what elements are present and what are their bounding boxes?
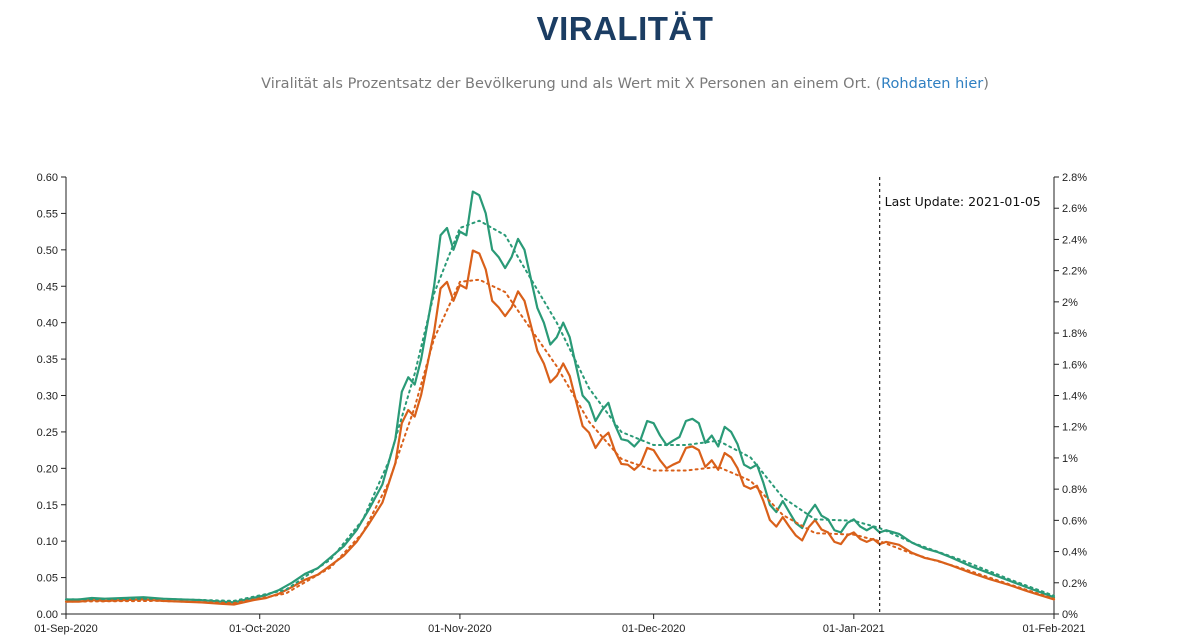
y-left-tick: 0.20	[37, 463, 66, 475]
y-right-tick-label: 0.6%	[1062, 515, 1087, 527]
series-line-orange_trend	[65, 278, 1055, 605]
y-right-tick: 2.2%	[1054, 266, 1087, 278]
x-axis: 01-Sep-2020 01-Oct-2020 01-Nov-2020 01-Dec-…	[34, 613, 1086, 635]
series-line-orange_raw	[64, 249, 1056, 606]
y-right-tick: 0.6%	[1054, 515, 1087, 527]
y-left-tick: 0.30	[37, 391, 66, 403]
y-right-tick-label: 0.2%	[1062, 578, 1087, 590]
y-left-tick-label: 0.30	[37, 391, 58, 403]
y-right-tick-label: 0%	[1062, 609, 1078, 621]
last-update-marker: Last Update: 2021-01-05	[879, 177, 1041, 614]
y-left-tick-label: 0.45	[37, 281, 58, 293]
y-right-tick-label: 2.8%	[1062, 172, 1087, 184]
y-left-tick-label: 0.10	[37, 536, 58, 548]
y-right-tick: 0.8%	[1054, 484, 1087, 496]
y-right-tick-label: 1.8%	[1062, 328, 1087, 340]
y-right-tick: 1.2%	[1054, 422, 1087, 434]
y-left-tick: 0.55	[37, 208, 66, 220]
y-right-tick-label: 2.4%	[1062, 234, 1087, 246]
y-left-tick: 0.45	[37, 281, 66, 293]
y-right-tick: 1.6%	[1054, 359, 1087, 371]
y-axis-right: 0% 0.2% 0.4% 0.6% 0.8% 1% 1.2% 1.4% 1.6% 1.8% 2% 2.…	[1053, 172, 1087, 621]
y-left-tick: 0.40	[37, 318, 66, 330]
y-right-tick-label: 1%	[1062, 453, 1078, 465]
y-left-tick: 0.10	[37, 536, 66, 548]
x-tick: 01-Feb-2021	[1023, 614, 1086, 635]
y-right-tick: 2.4%	[1054, 234, 1087, 246]
y-right-tick: 1%	[1054, 453, 1078, 465]
y-left-tick: 0.05	[37, 573, 66, 585]
y-right-tick: 2.8%	[1054, 172, 1087, 184]
y-left-tick-label: 0.55	[37, 208, 58, 220]
y-left-tick-label: 0.15	[37, 500, 58, 512]
y-left-tick-label: 0.60	[37, 172, 58, 184]
x-tick-label: 01-Dec-2020	[622, 623, 686, 635]
x-tick-label: 01-Jan-2021	[823, 623, 885, 635]
y-right-tick-label: 1.4%	[1062, 391, 1087, 403]
x-tick: 01-Dec-2020	[622, 614, 686, 635]
y-left-tick: 0.25	[37, 427, 66, 439]
y-right-tick-label: 0.8%	[1062, 484, 1087, 496]
y-axis-left: 0.00 0.05 0.10 0.15 0.20 0.25 0.30 0.35 0.40 0.45…	[37, 172, 67, 621]
y-left-tick-label: 0.50	[37, 245, 58, 257]
y-right-tick: 0%	[1054, 609, 1078, 621]
y-left-tick-label: 0.35	[37, 354, 58, 366]
y-right-tick: 1.4%	[1054, 391, 1087, 403]
y-right-tick-label: 2%	[1062, 297, 1078, 309]
page-subtitle: Viralität als Prozentsatz der Bevölkerun…	[0, 76, 1200, 92]
x-tick: 01-Sep-2020	[34, 614, 98, 635]
y-right-tick: 0.4%	[1054, 547, 1087, 559]
y-right-tick: 2.6%	[1054, 203, 1087, 215]
y-right-tick: 1.8%	[1054, 328, 1087, 340]
page-title: VIRALITÄT	[536, 10, 714, 47]
raw-data-link[interactable]: Rohdaten hier	[881, 76, 984, 92]
y-left-tick-label: 0.40	[37, 318, 58, 330]
y-left-tick-label: 0.00	[37, 609, 58, 621]
x-tick: 01-Oct-2020	[229, 614, 290, 635]
y-right-tick: 2%	[1054, 297, 1078, 309]
series-line-green_trend	[65, 219, 1055, 602]
y-right-tick-label: 2.2%	[1062, 266, 1087, 278]
y-right-tick-label: 2.6%	[1062, 203, 1087, 215]
x-tick-label: 01-Nov-2020	[428, 623, 492, 635]
y-left-tick: 0.15	[37, 500, 66, 512]
y-left-tick: 0.00	[37, 609, 66, 621]
x-tick-label: 01-Oct-2020	[229, 623, 290, 635]
y-right-tick-label: 0.4%	[1062, 547, 1087, 559]
subtitle-text: Viralität als Prozentsatz der Bevölkerun…	[261, 76, 882, 92]
last-update-label: Last Update: 2021-01-05	[885, 194, 1041, 209]
y-left-tick: 0.60	[37, 172, 66, 184]
y-left-tick-label: 0.05	[37, 573, 58, 585]
y-left-tick-label: 0.20	[37, 463, 58, 475]
y-left-tick: 0.50	[37, 245, 66, 257]
y-right-tick: 0.2%	[1054, 578, 1087, 590]
y-right-tick-label: 1.6%	[1062, 359, 1087, 371]
x-tick-label: 01-Sep-2020	[34, 623, 98, 635]
x-tick: 01-Nov-2020	[428, 614, 492, 635]
x-tick-label: 01-Feb-2021	[1023, 623, 1086, 635]
x-tick: 01-Jan-2021	[823, 614, 885, 635]
series-line-green_raw	[64, 190, 1056, 604]
y-right-tick-label: 1.2%	[1062, 422, 1087, 434]
series-group	[64, 190, 1056, 606]
y-left-tick: 0.35	[37, 354, 66, 366]
subtitle-suffix: )	[983, 76, 989, 92]
y-left-tick-label: 0.25	[37, 427, 58, 439]
